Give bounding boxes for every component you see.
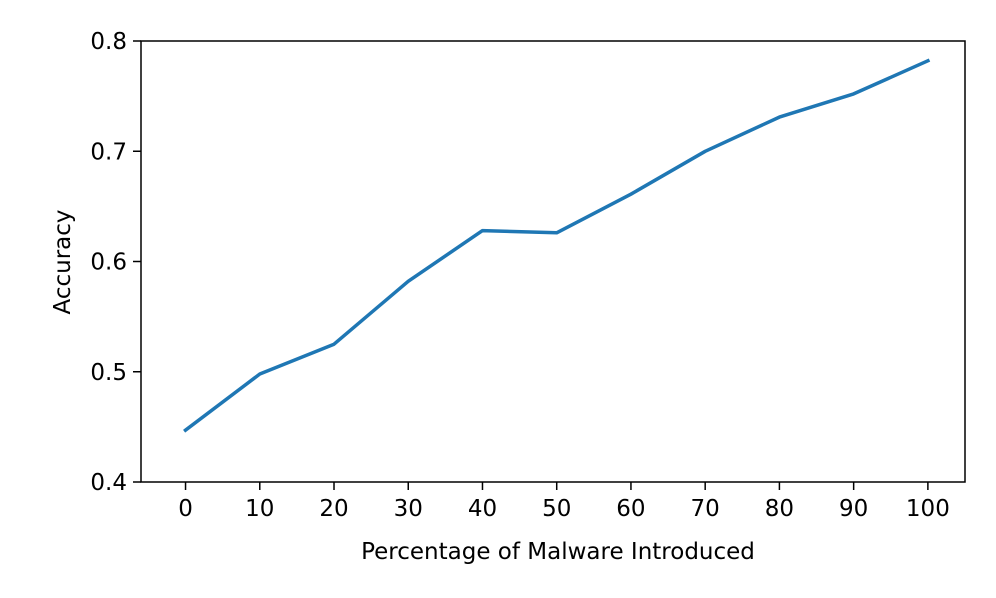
plot-frame [140, 40, 966, 483]
x-tick-label: 100 [906, 496, 950, 522]
y-tick-label: 0.5 [90, 360, 127, 386]
x-tick-label: 50 [542, 496, 571, 522]
x-axis-label: Percentage of Malware Introduced [361, 539, 755, 565]
y-axis: 0.4 0.5 0.6 0.7 0.8 [90, 29, 141, 496]
y-tick-label: 0.6 [90, 250, 127, 276]
x-tick-label: 0 [178, 496, 193, 522]
y-axis-label: Accuracy [50, 209, 76, 314]
x-tick-label: 10 [245, 496, 274, 522]
x-tick-label: 30 [394, 496, 423, 522]
series-line-0 [183, 58, 931, 433]
y-tick-label: 0.7 [90, 139, 127, 165]
x-tick-label: 70 [691, 496, 720, 522]
series-layer [183, 58, 931, 433]
x-tick-label: 90 [839, 496, 868, 522]
x-tick-label: 60 [616, 496, 645, 522]
x-tick-label: 20 [319, 496, 348, 522]
x-axis: 0 10 20 30 40 50 60 70 80 90 100 [178, 482, 950, 522]
x-tick-label: 80 [765, 496, 794, 522]
y-tick-label: 0.8 [90, 29, 127, 55]
y-tick-label: 0.4 [90, 470, 127, 496]
x-tick-label: 40 [468, 496, 497, 522]
